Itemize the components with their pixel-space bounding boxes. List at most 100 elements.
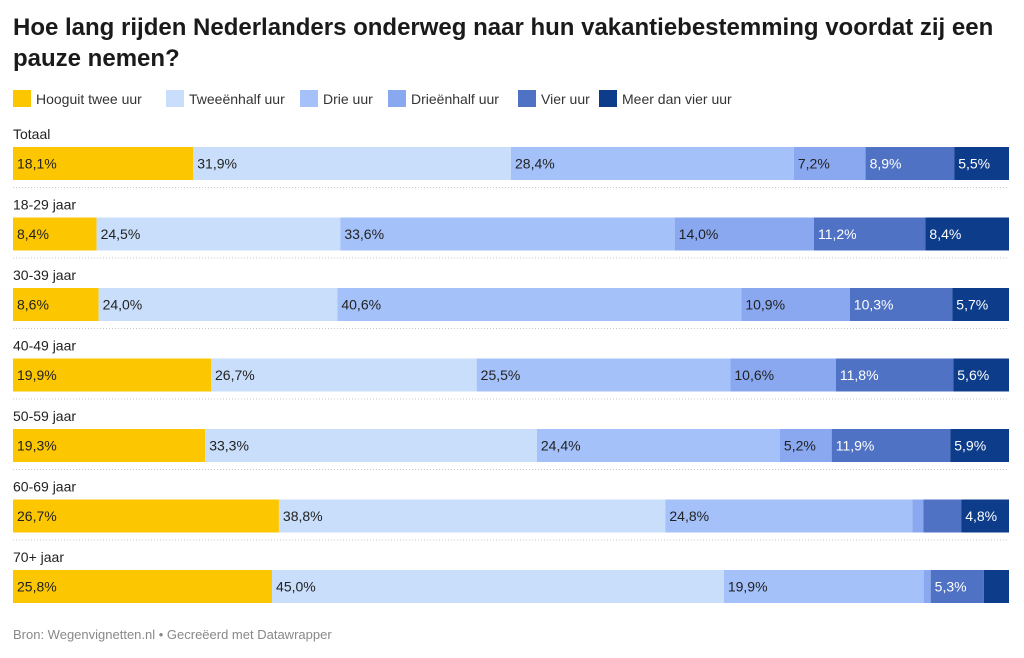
data-label: 24,0%	[103, 297, 143, 313]
bar-segment	[779, 429, 832, 462]
data-label: 24,4%	[541, 438, 581, 454]
data-label: 26,7%	[17, 508, 57, 524]
data-label: 19,9%	[17, 367, 57, 383]
data-label: 8,4%	[929, 226, 961, 242]
data-label: 11,9%	[836, 438, 875, 454]
bar-segment	[912, 499, 924, 533]
data-label: 38,8%	[283, 508, 323, 524]
legend-swatch	[13, 90, 31, 107]
data-label: 10,9%	[745, 297, 785, 313]
bar-segment	[13, 288, 99, 321]
bar-segment	[96, 217, 341, 251]
data-label: 25,5%	[481, 367, 521, 383]
bar-segment	[536, 429, 780, 462]
legend-label: Meer dan vier uur	[622, 90, 732, 107]
legend-item-0: Hooguit twee uur	[13, 90, 142, 107]
bar-segment	[835, 358, 954, 392]
data-label: 33,3%	[209, 438, 249, 454]
bar-segment	[954, 147, 1009, 180]
bar-segment	[13, 570, 273, 603]
bar-segment	[923, 499, 962, 533]
category-label: 40-49 jaar	[13, 338, 76, 354]
data-label: 31,9%	[197, 156, 237, 172]
data-label: 18,1%	[17, 156, 57, 172]
category-label: Totaal	[13, 126, 50, 142]
bar-segment	[337, 288, 742, 321]
data-label: 5,5%	[958, 156, 990, 172]
legend-item-3: Drieënhalf uur	[388, 90, 499, 107]
bar-segment	[865, 147, 955, 180]
bar-segment	[98, 288, 338, 321]
data-label: 5,2%	[784, 438, 816, 454]
bar-segment	[923, 570, 931, 603]
chart-source-footer: Bron: Wegenvignetten.nl • Gecreëerd met …	[13, 627, 332, 642]
bar-segment	[950, 429, 1009, 462]
bar-segment	[730, 358, 836, 392]
bar-segment	[952, 288, 1009, 321]
bar-segment	[674, 217, 814, 251]
data-label: 11,2%	[818, 226, 857, 242]
data-label: 19,9%	[728, 579, 768, 595]
data-label: 40,6%	[341, 297, 381, 313]
bar-segment	[211, 358, 477, 392]
bar-segment	[13, 358, 212, 392]
bar-segment	[278, 499, 666, 533]
data-label: 45,0%	[276, 579, 316, 595]
data-label: 5,6%	[957, 367, 989, 383]
legend-swatch	[166, 90, 184, 107]
bar-segment	[205, 429, 537, 462]
data-label: 5,7%	[956, 297, 988, 313]
bar-segment	[953, 358, 1009, 392]
bar-segment	[13, 499, 279, 533]
bar-segment	[983, 570, 1009, 603]
data-label: 10,6%	[734, 367, 774, 383]
data-label: 33,6%	[344, 226, 384, 242]
data-label: 19,3%	[17, 438, 57, 454]
legend-label: Vier uur	[541, 90, 590, 107]
legend-label: Hooguit twee uur	[36, 90, 142, 107]
data-label: 11,8%	[840, 367, 879, 383]
legend-swatch	[388, 90, 406, 107]
legend-label: Tweeënhalf uur	[189, 90, 285, 107]
legend-swatch	[518, 90, 536, 107]
data-label: 24,8%	[669, 508, 709, 524]
legend-label: Drieënhalf uur	[411, 90, 499, 107]
bar-segment	[961, 499, 1009, 533]
bar-segment	[741, 288, 850, 321]
bar-segment	[13, 429, 206, 462]
data-label: 5,3%	[935, 579, 967, 595]
category-label: 70+ jaar	[13, 549, 64, 565]
data-label: 4,8%	[965, 508, 997, 524]
bar-segment	[272, 570, 724, 603]
bar-segment	[723, 570, 924, 603]
data-label: 7,2%	[798, 156, 830, 172]
legend-swatch	[300, 90, 318, 107]
category-label: 30-39 jaar	[13, 267, 76, 283]
bar-segment	[831, 429, 951, 462]
category-label: 60-69 jaar	[13, 479, 76, 495]
bar-segment	[793, 147, 866, 180]
legend-item-4: Vier uur	[518, 90, 590, 107]
bar-segment	[849, 288, 953, 321]
data-label: 26,7%	[215, 367, 255, 383]
category-label: 50-59 jaar	[13, 408, 76, 424]
chart-title: Hoe lang rijden Nederlanders onderweg na…	[13, 14, 994, 72]
data-label: 5,9%	[954, 438, 986, 454]
legend-item-2: Drie uur	[300, 90, 373, 107]
data-label: 25,8%	[17, 579, 57, 595]
data-label: 24,5%	[101, 226, 141, 242]
bar-segment	[665, 499, 913, 533]
data-label: 14,0%	[679, 226, 719, 242]
bar-segment	[925, 217, 1009, 251]
category-label: 18-29 jaar	[13, 197, 76, 213]
bar-segment	[813, 217, 926, 251]
bar-segment	[340, 217, 675, 251]
data-label: 10,3%	[854, 297, 894, 313]
data-label: 8,9%	[870, 156, 902, 172]
bar-segment	[476, 358, 731, 392]
legend-label: Drie uur	[323, 90, 373, 107]
bar-segment	[930, 570, 984, 603]
bar-segment	[13, 217, 97, 251]
bar-segment	[13, 147, 194, 180]
